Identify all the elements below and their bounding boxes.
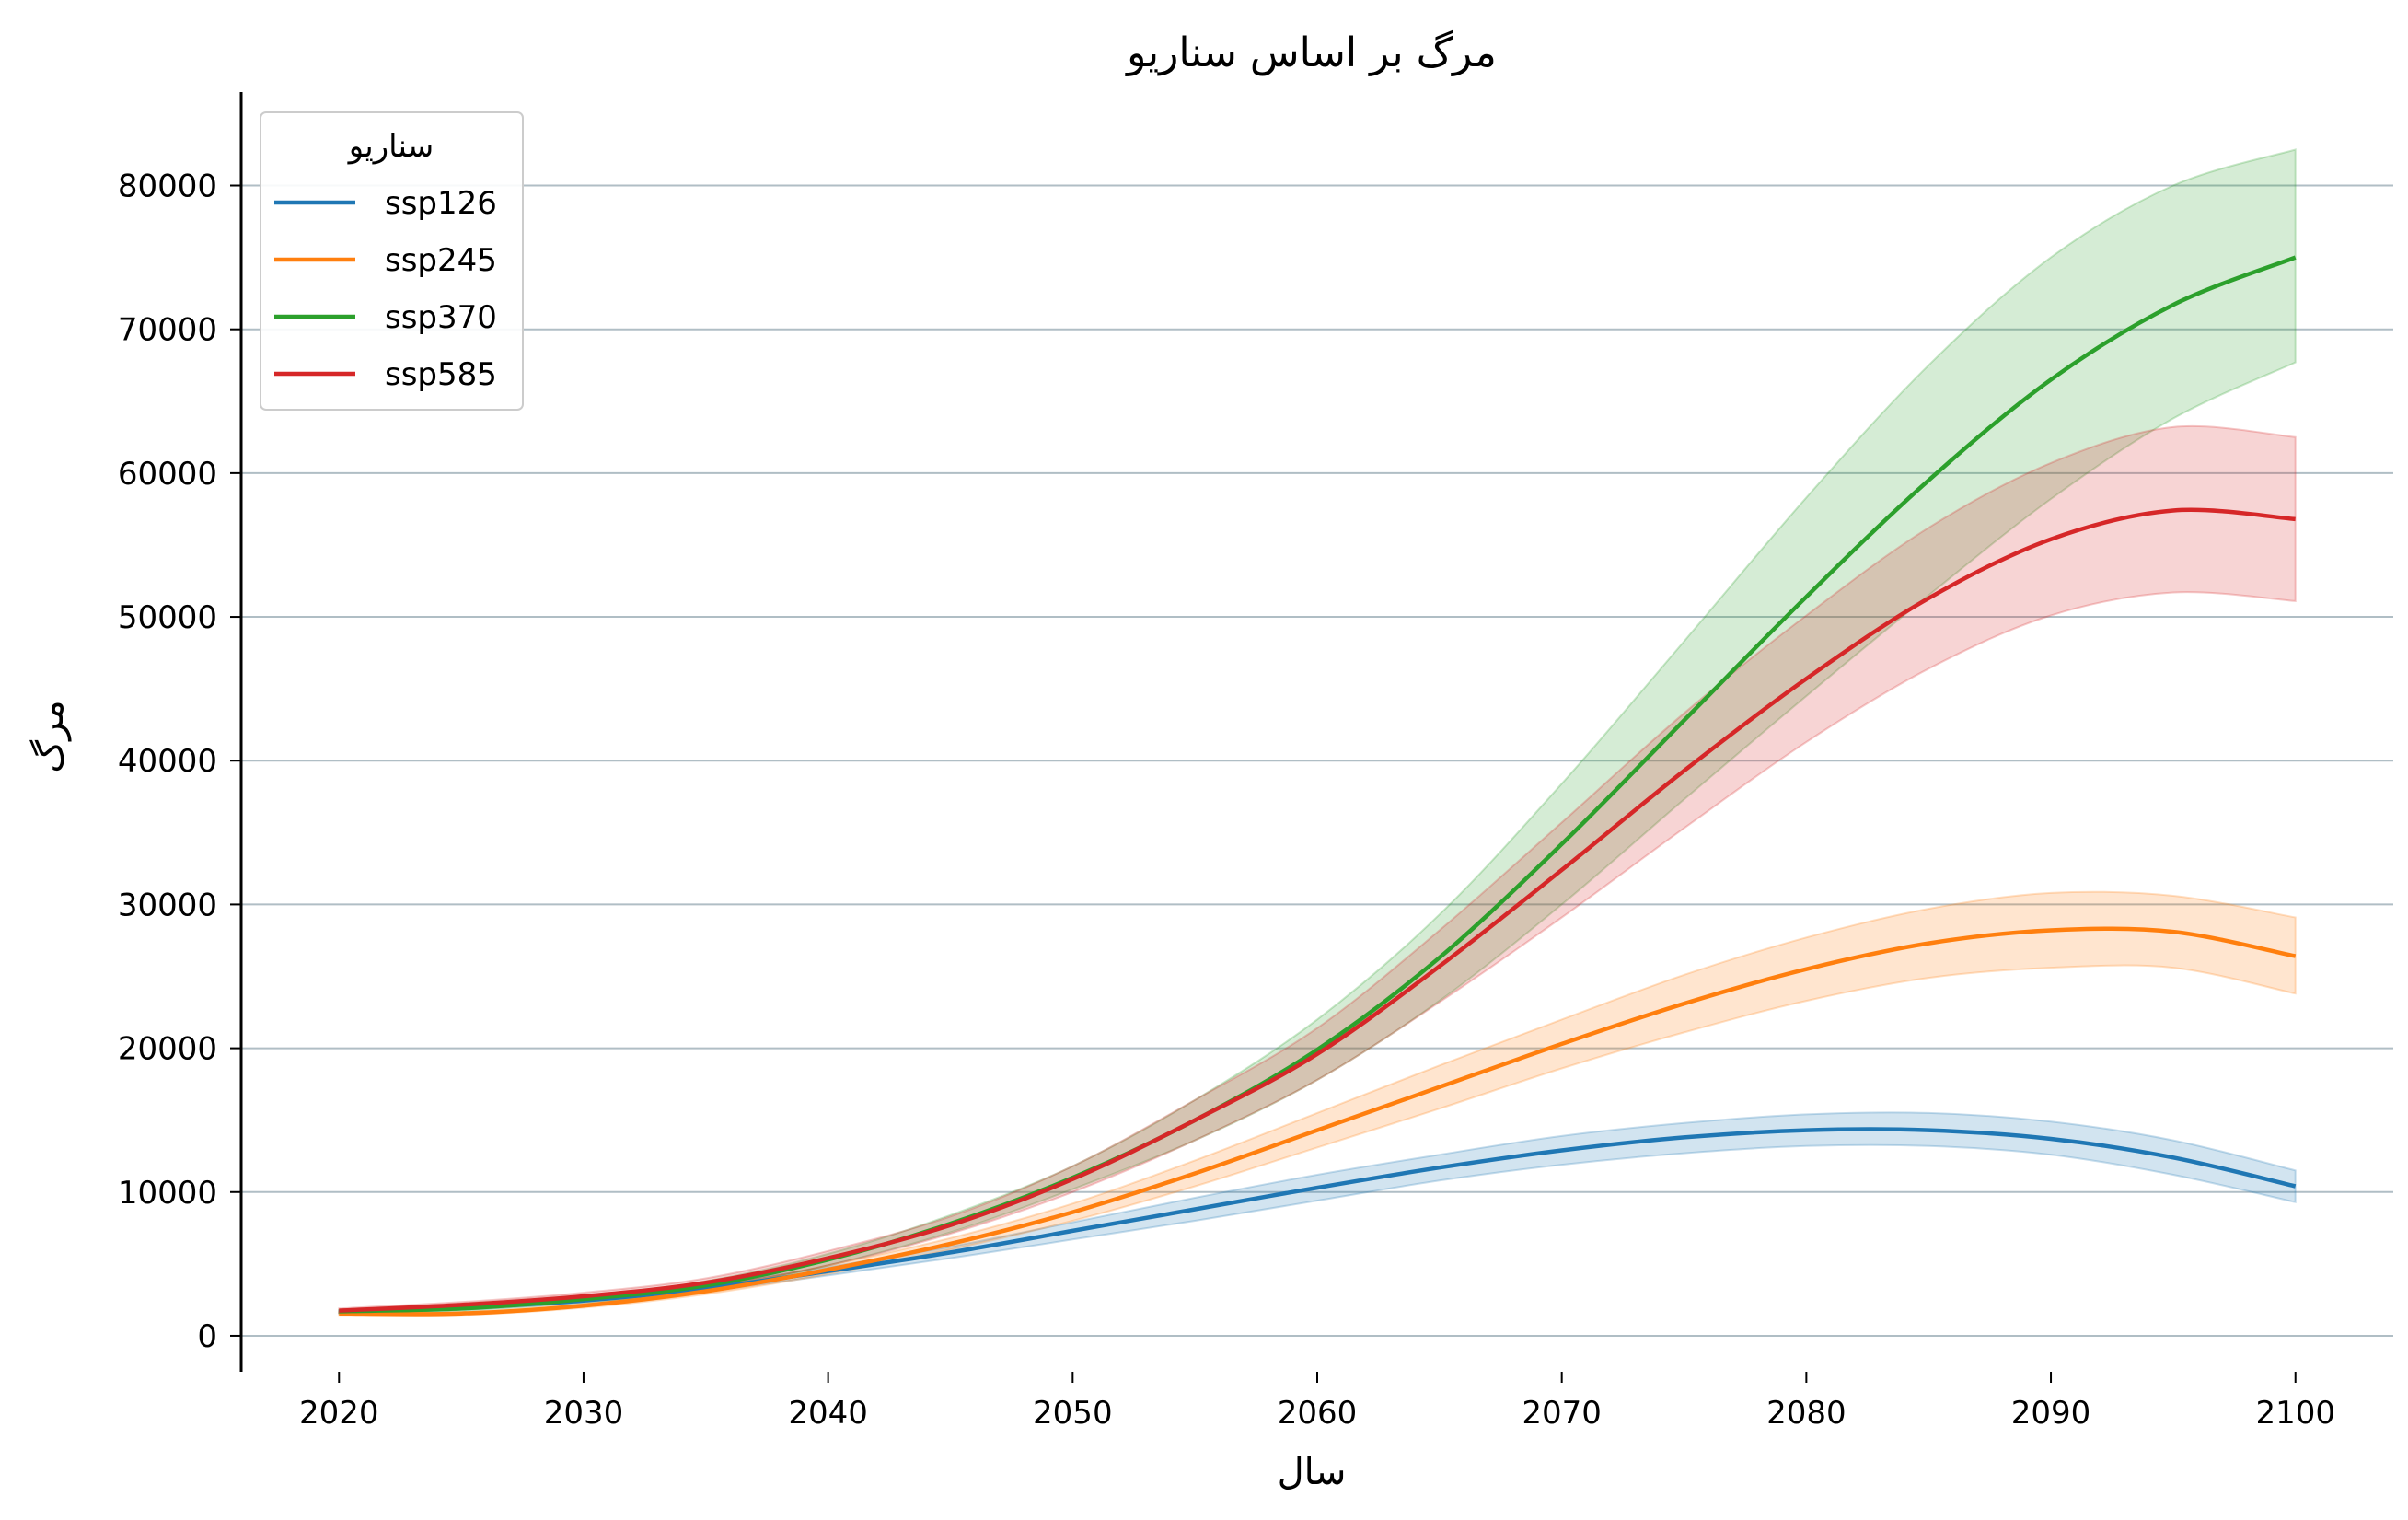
band-ssp585 xyxy=(338,424,2297,1315)
y-tick-label: 20000 xyxy=(118,1031,217,1068)
y-tick-label: 60000 xyxy=(118,456,217,493)
x-tick-label: 2060 xyxy=(1278,1395,1358,1432)
y-tick-label: 70000 xyxy=(118,312,217,349)
x-tick-label: 2070 xyxy=(1522,1395,1602,1432)
y-tick-label: 10000 xyxy=(118,1175,217,1212)
legend: سناریو ssp126 ssp245 ssp370 ssp585 xyxy=(260,111,524,411)
x-tick-label: 2100 xyxy=(2255,1395,2335,1432)
y-tick-label: 80000 xyxy=(118,168,217,205)
legend-items: ssp126 ssp245 ssp370 ssp585 xyxy=(274,185,497,393)
y-tick-label: 0 xyxy=(197,1318,217,1355)
x-tick-label: 2040 xyxy=(788,1395,868,1432)
confidence-bands xyxy=(338,148,2297,1317)
legend-title: سناریو xyxy=(347,128,434,165)
series-lines xyxy=(339,255,2297,1317)
ticks: 0 10000 20000 30000 40000 50000 60000 70000 8000… xyxy=(118,168,2335,1432)
y-axis-label: مرگ xyxy=(29,700,72,772)
legend-label-ssp370: ssp370 xyxy=(385,299,497,336)
chart-title: مرگ بر اساس سناریو xyxy=(1125,29,1497,76)
x-tick-label: 2080 xyxy=(1766,1395,1847,1432)
legend-label-ssp585: ssp585 xyxy=(385,356,497,393)
line-ssp245 xyxy=(339,926,2297,1317)
x-tick-label: 2090 xyxy=(2011,1395,2091,1432)
line-ssp370 xyxy=(339,255,2297,1314)
x-tick-label: 2030 xyxy=(544,1395,624,1432)
y-tick-label: 30000 xyxy=(118,887,217,923)
y-gridlines xyxy=(241,184,2393,1337)
line-ssp585 xyxy=(339,507,2296,1313)
legend-label-ssp245: ssp245 xyxy=(385,242,497,279)
band-ssp126 xyxy=(338,1111,2297,1315)
band-ssp370 xyxy=(338,148,2297,1315)
x-tick-label: 2050 xyxy=(1033,1395,1113,1432)
y-tick-label: 50000 xyxy=(118,599,217,636)
band-ssp245 xyxy=(338,890,2297,1317)
line-ssp126 xyxy=(339,1127,2297,1315)
x-tick-label: 2020 xyxy=(299,1395,379,1432)
legend-frame xyxy=(260,111,524,411)
x-axis-label: سال xyxy=(1278,1451,1347,1493)
y-tick-label: 40000 xyxy=(118,743,217,780)
legend-label-ssp126: ssp126 xyxy=(385,185,497,222)
